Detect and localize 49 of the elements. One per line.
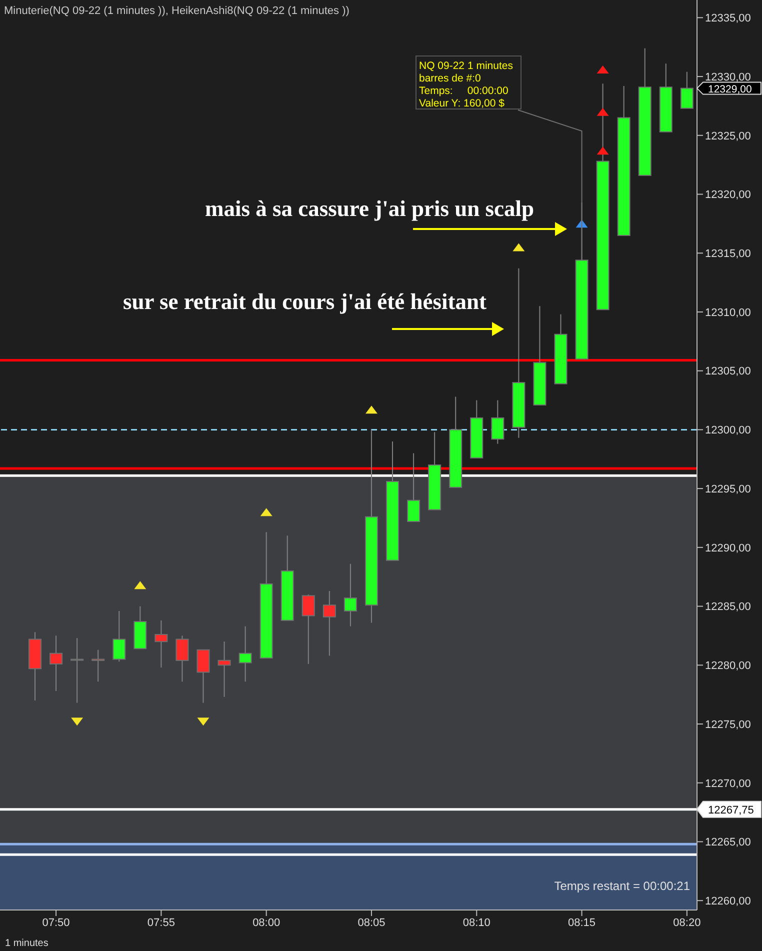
text: 12329,00 (708, 83, 752, 96)
annotation: Temps: 00:00:00 (419, 85, 508, 97)
annotation: mais à sa cassure j'ai pris un scalp (205, 196, 534, 221)
candlestick (154, 620, 168, 668)
candlestick (196, 649, 210, 704)
y-tick-label: 12290,00 (705, 542, 751, 554)
y-tick-label: 12315,00 (705, 248, 751, 260)
candlestick (92, 649, 105, 682)
y-tick-label: 12270,00 (705, 778, 751, 790)
candlestick (70, 638, 84, 704)
y-tick-label: 12300,00 (705, 424, 751, 437)
candlestick (680, 71, 694, 109)
y-tick-label: 12285,00 (705, 601, 751, 614)
chart-title: Minuterie(NQ 09-22 (1 minutes )), HeikenAshi8(NQ 09-22 (1 minutes )) (4, 5, 350, 17)
annotation: barres de #:0 (419, 72, 482, 84)
y-tick-label: 12320,00 (705, 189, 751, 202)
y-tick-label: 12275,00 (705, 718, 751, 731)
y-tick-label: 12310,00 (705, 306, 751, 319)
x-tick-label: 08:20 (673, 916, 701, 929)
candlestick (218, 641, 231, 698)
x-tick-label: 08:00 (252, 916, 280, 929)
y-tick-label: 12330,00 (705, 71, 751, 84)
y-tick-label: 12265,00 (705, 836, 751, 849)
x-tick-label: 08:05 (358, 916, 386, 929)
candlestick (302, 594, 315, 664)
x-tick-label: 08:15 (568, 916, 596, 929)
annotation: NQ 09-22 1 minutes (419, 60, 513, 72)
candlestick (322, 590, 336, 656)
candlestick (344, 563, 357, 627)
candlestick (112, 610, 126, 662)
x-tick-label: 07:50 (42, 916, 70, 929)
annotation: Temps restant = 00:00:21 (554, 879, 690, 893)
candlestick (238, 626, 252, 682)
y-tick-label: 12260,00 (705, 895, 751, 908)
ref-line-label: 12267,75 (708, 804, 754, 816)
candlestick (491, 400, 504, 444)
y-tick-label: 12335,00 (705, 12, 751, 25)
annotation: sur se retrait du cours j'ai été hésitant (123, 289, 487, 314)
x-tick-label: 08:10 (462, 916, 490, 929)
x-tick-label: 07:55 (147, 916, 175, 929)
candlestick (50, 635, 63, 692)
y-tick-label: 12280,00 (705, 660, 751, 672)
y-tick-label: 12295,00 (705, 483, 751, 496)
candlestick (176, 635, 189, 682)
y-tick-label: 12305,00 (705, 366, 751, 378)
candlestick (407, 452, 420, 522)
y-tick-label: 12325,00 (705, 130, 751, 142)
text: 1 minutes (5, 938, 48, 949)
annotation: Valeur Y: 160,00 $ (419, 98, 505, 110)
